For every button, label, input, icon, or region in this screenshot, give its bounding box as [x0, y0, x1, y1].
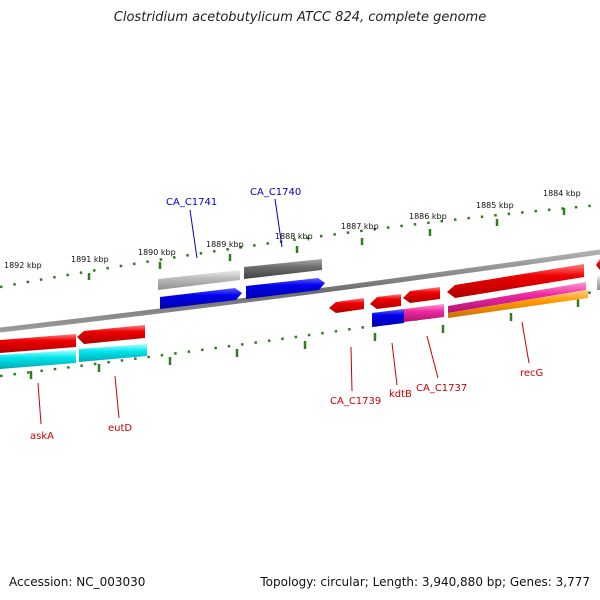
gene-recg-orange[interactable]	[448, 290, 588, 318]
gene-ca-c1737[interactable]	[404, 304, 444, 322]
gene-ca-c1740[interactable]	[246, 278, 325, 299]
leader-ca-c1739	[350, 346, 353, 392]
gene-label-eutd[interactable]: eutD	[108, 423, 132, 434]
genome-backbone	[0, 249, 600, 333]
leader-eutd	[114, 375, 120, 419]
map-title: Clostridium acetobutylicum ATCC 824, com…	[113, 10, 487, 25]
gene-ca-c1737-red[interactable]	[403, 287, 440, 303]
tick-label-top: 1889 kbp	[206, 240, 244, 249]
gene-partial-right[interactable]	[596, 259, 600, 270]
tick-label-top: 1891 kbp	[71, 255, 109, 264]
tick-label-top: 1885 kbp	[476, 201, 514, 210]
accession-text: Accession: NC_003030	[9, 575, 146, 589]
leader-kdtb	[391, 342, 398, 386]
gene-ca-c1741-upper[interactable]	[158, 270, 240, 290]
tick-label-top: 1884 kbp	[543, 189, 581, 198]
tick-label-top: 1887 kbp	[341, 222, 379, 231]
genome-summary-text: Topology: circular; Length: 3,940,880 bp…	[260, 575, 590, 589]
tick-label-top: 1892 kbp	[4, 261, 42, 270]
gene-recg-red[interactable]	[447, 264, 584, 298]
tick-label-top: 1890 kbp	[138, 248, 176, 257]
tick-label-top: 1886 kbp	[409, 212, 447, 221]
gene-ca-c1741[interactable]	[160, 288, 242, 309]
gene-label-ca-c1737[interactable]: CA_C1737	[416, 383, 467, 394]
gene-ca-c1740-upper[interactable]	[244, 259, 322, 279]
gene-ca-c1739[interactable]	[329, 298, 364, 313]
gene-eutd[interactable]	[79, 344, 147, 362]
tick-label-top: 1888 kbp	[275, 232, 313, 241]
gene-aska[interactable]	[0, 350, 76, 369]
leader-ca-c1737	[426, 335, 439, 379]
gene-label-kdtb[interactable]: kdtB	[389, 389, 412, 400]
leader-recg	[521, 321, 530, 364]
gene-kdtb-red[interactable]	[370, 294, 401, 309]
gene-kdtb[interactable]	[372, 309, 404, 327]
gene-recg[interactable]	[448, 282, 586, 313]
gene-label-aska[interactable]: askA	[30, 431, 54, 442]
gene-label-recg[interactable]: recG	[520, 368, 543, 379]
top-major-ticks	[87, 208, 566, 280]
gene-aska-red[interactable]	[0, 334, 76, 353]
gene-partial-right-lower[interactable]	[597, 276, 600, 290]
gene-label-ca-c1739[interactable]: CA_C1739	[330, 396, 381, 407]
leader-aska	[37, 382, 42, 425]
bottom-major-ticks	[29, 299, 580, 379]
gene-label-ca-c1741[interactable]: CA_C1741	[166, 197, 217, 208]
leader-ca-c1740	[274, 198, 283, 248]
leader-ca-c1741	[189, 209, 198, 259]
gene-eutd-red[interactable]	[77, 325, 145, 344]
gene-label-ca-c1740[interactable]: CA_C1740	[250, 187, 301, 198]
